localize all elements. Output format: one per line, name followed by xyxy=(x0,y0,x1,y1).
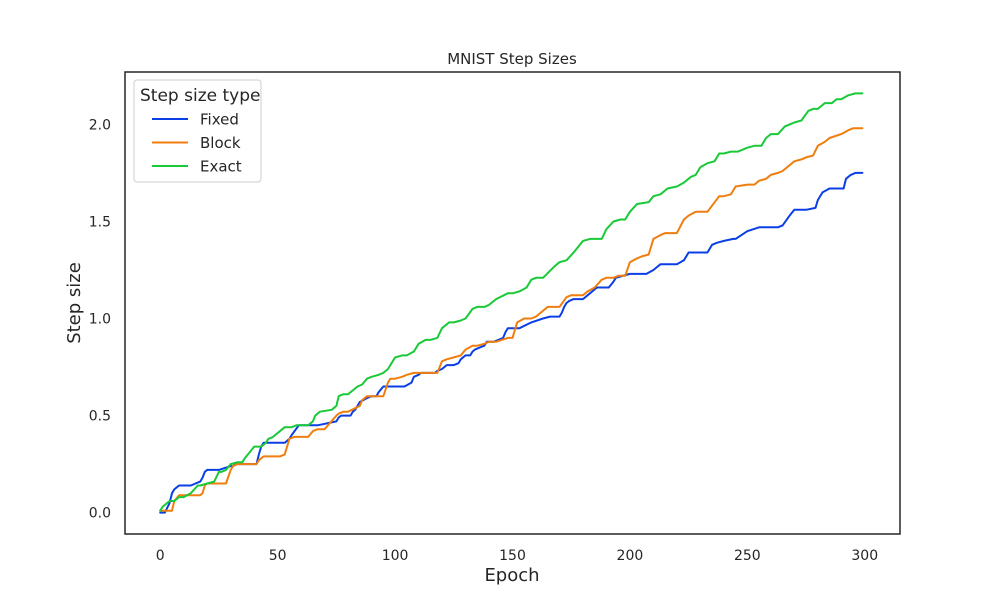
x-tick-label: 0 xyxy=(156,548,165,564)
x-axis-ticks: 0 50 100 150 200 250 300 xyxy=(156,548,878,564)
y-tick-label: 1.0 xyxy=(89,312,111,328)
y-axis-label: Step size xyxy=(64,262,85,344)
legend-entries: Fixed Block Exact xyxy=(152,111,242,176)
x-tick-label: 200 xyxy=(617,548,644,564)
legend-title: Step size type xyxy=(140,86,260,106)
series-layer xyxy=(159,92,864,514)
legend-label-exact: Exact xyxy=(200,158,242,176)
x-tick-label: 300 xyxy=(851,548,878,564)
x-tick-label: 250 xyxy=(734,548,761,564)
chart-title: MNIST Step Sizes xyxy=(447,50,577,68)
x-tick-label: 100 xyxy=(382,548,409,564)
x-tick-label: 150 xyxy=(499,548,526,564)
y-tick-label: 0.0 xyxy=(89,506,111,522)
legend: Step size type Fixed Block Exact xyxy=(133,79,262,183)
x-axis-label: Epoch xyxy=(484,565,539,586)
y-tick-label: 2.0 xyxy=(89,117,111,133)
legend-label-block: Block xyxy=(200,134,241,152)
x-tick-label: 50 xyxy=(269,548,287,564)
y-axis-ticks: 0.0 0.5 1.0 1.5 2.0 xyxy=(89,117,111,521)
series-line-fixed xyxy=(159,171,864,514)
legend-label-fixed: Fixed xyxy=(200,111,239,129)
y-tick-label: 1.5 xyxy=(89,214,111,230)
y-tick-label: 0.5 xyxy=(89,409,111,425)
series-line-block xyxy=(159,127,864,512)
series-line-exact xyxy=(159,92,864,512)
plot-frame xyxy=(124,71,901,535)
legend-box xyxy=(133,79,262,183)
